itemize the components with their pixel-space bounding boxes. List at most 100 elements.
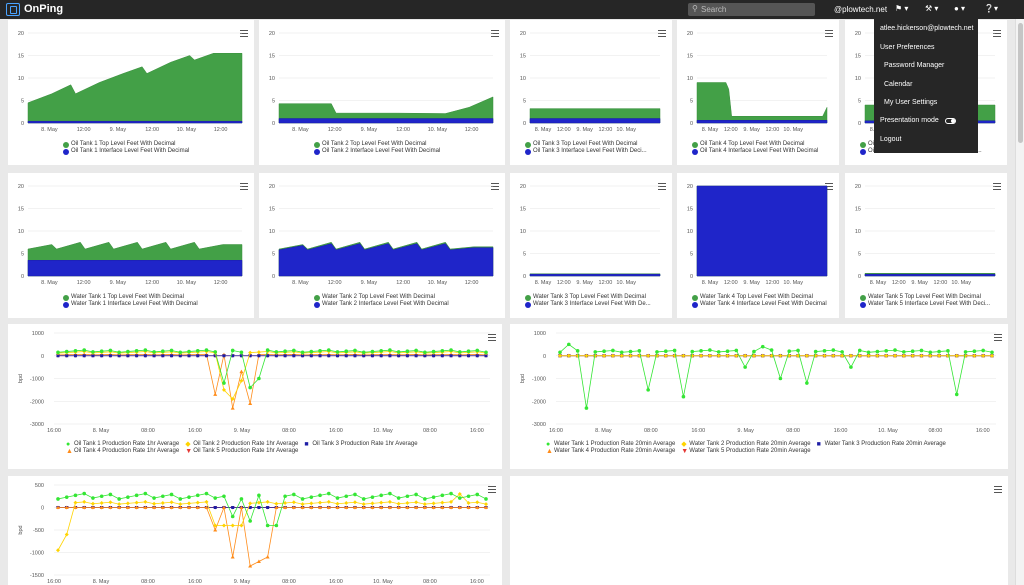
data-point[interactable] bbox=[449, 354, 453, 358]
data-point[interactable] bbox=[760, 344, 765, 349]
data-point[interactable] bbox=[204, 491, 209, 496]
data-point[interactable] bbox=[928, 350, 933, 355]
data-point[interactable] bbox=[213, 392, 218, 396]
data-point[interactable] bbox=[231, 506, 235, 509]
data-point[interactable] bbox=[99, 494, 104, 499]
data-point[interactable] bbox=[475, 348, 480, 353]
data-point[interactable] bbox=[195, 500, 200, 505]
data-point[interactable] bbox=[256, 500, 261, 505]
data-point[interactable] bbox=[239, 369, 244, 374]
data-point[interactable] bbox=[475, 500, 480, 505]
data-point[interactable] bbox=[422, 502, 427, 507]
data-point[interactable] bbox=[274, 354, 278, 358]
data-point[interactable] bbox=[196, 354, 200, 358]
data-point[interactable] bbox=[309, 354, 313, 358]
data-point[interactable] bbox=[396, 505, 401, 510]
data-point[interactable] bbox=[283, 349, 287, 353]
data-point[interactable] bbox=[379, 493, 383, 498]
data-point[interactable] bbox=[143, 505, 148, 510]
series-line[interactable] bbox=[57, 353, 487, 409]
data-point[interactable] bbox=[414, 348, 418, 353]
menu-presentation-mode[interactable]: Presentation mode bbox=[880, 117, 984, 124]
data-point[interactable] bbox=[108, 492, 113, 497]
legend-item[interactable]: Oil Tank 2 Top Level Feet With Decimal bbox=[314, 141, 440, 148]
data-point[interactable] bbox=[64, 495, 69, 499]
data-point[interactable] bbox=[875, 353, 880, 358]
data-point[interactable] bbox=[257, 354, 261, 358]
data-point[interactable] bbox=[300, 497, 305, 501]
data-point[interactable] bbox=[361, 502, 366, 507]
data-point[interactable] bbox=[928, 353, 933, 358]
data-point[interactable] bbox=[646, 353, 651, 358]
data-point[interactable] bbox=[318, 493, 322, 498]
data-point[interactable] bbox=[423, 354, 427, 358]
data-point[interactable] bbox=[134, 505, 139, 510]
data-point[interactable] bbox=[981, 353, 986, 358]
data-point[interactable] bbox=[681, 394, 686, 399]
data-point[interactable] bbox=[353, 354, 357, 358]
data-point[interactable] bbox=[117, 354, 121, 358]
data-point[interactable] bbox=[431, 505, 436, 510]
chart-menu-icon[interactable] bbox=[491, 30, 499, 37]
data-point[interactable] bbox=[725, 349, 730, 353]
data-point[interactable] bbox=[388, 354, 392, 358]
series-line[interactable] bbox=[559, 343, 993, 409]
series-area-top-level[interactable] bbox=[696, 82, 828, 124]
data-point[interactable] bbox=[990, 353, 994, 358]
data-point[interactable] bbox=[822, 349, 827, 353]
data-point[interactable] bbox=[82, 491, 87, 496]
data-point[interactable] bbox=[283, 501, 288, 505]
data-point[interactable] bbox=[954, 353, 959, 358]
data-point[interactable] bbox=[170, 354, 174, 358]
data-point[interactable] bbox=[248, 354, 252, 358]
data-point[interactable] bbox=[222, 381, 226, 385]
data-point[interactable] bbox=[187, 349, 191, 354]
data-point[interactable] bbox=[283, 354, 287, 358]
data-point[interactable] bbox=[566, 353, 571, 358]
data-point[interactable] bbox=[135, 354, 139, 358]
data-point[interactable] bbox=[352, 505, 357, 510]
chart-menu-icon[interactable] bbox=[993, 183, 1001, 190]
data-point[interactable] bbox=[707, 353, 712, 358]
data-point[interactable] bbox=[611, 348, 615, 353]
data-point[interactable] bbox=[169, 505, 174, 510]
series-line[interactable] bbox=[58, 506, 486, 567]
data-point[interactable] bbox=[56, 497, 60, 501]
data-point[interactable] bbox=[769, 348, 774, 352]
data-point[interactable] bbox=[73, 505, 78, 510]
data-point[interactable] bbox=[396, 501, 401, 506]
data-point[interactable] bbox=[646, 388, 650, 392]
data-point[interactable] bbox=[875, 349, 880, 354]
data-point[interactable] bbox=[440, 493, 445, 498]
legend-item[interactable]: Oil Tank 1 Interface Level Feet With Dec… bbox=[63, 148, 189, 155]
chart-menu-icon[interactable] bbox=[658, 183, 666, 190]
data-point[interactable] bbox=[831, 348, 836, 352]
legend-item[interactable]: ▼ Oil Tank 5 Production Rate 1hr Average bbox=[185, 448, 298, 455]
data-point[interactable] bbox=[475, 505, 480, 510]
data-point[interactable] bbox=[230, 348, 235, 353]
legend-item[interactable]: Water Tank 5 Interface Level Feet With D… bbox=[860, 301, 990, 308]
data-point[interactable] bbox=[457, 496, 462, 500]
data-point[interactable] bbox=[663, 353, 668, 358]
data-point[interactable] bbox=[73, 354, 77, 358]
legend-item[interactable]: Oil Tank 4 Interface Level Feet With Dec… bbox=[692, 148, 818, 155]
onping-logo-icon[interactable] bbox=[6, 3, 20, 16]
data-point[interactable] bbox=[161, 494, 165, 499]
data-point[interactable] bbox=[449, 348, 453, 352]
data-point[interactable] bbox=[221, 505, 226, 510]
legend-item[interactable]: Oil Tank 2 Interface Level Feet With Dec… bbox=[314, 148, 440, 155]
legend-item[interactable]: Water Tank 1 Top Level Feet With Decimal bbox=[63, 294, 198, 301]
data-point[interactable] bbox=[326, 505, 331, 510]
series-area-interface-level[interactable] bbox=[529, 118, 661, 124]
data-point[interactable] bbox=[466, 349, 471, 353]
data-point[interactable] bbox=[187, 354, 191, 358]
data-point[interactable] bbox=[449, 499, 454, 504]
data-point[interactable] bbox=[414, 500, 419, 505]
data-point[interactable] bbox=[414, 492, 418, 497]
chart-menu-icon[interactable] bbox=[825, 30, 833, 37]
data-point[interactable] bbox=[458, 354, 462, 358]
data-point[interactable] bbox=[663, 349, 668, 353]
data-point[interactable] bbox=[318, 354, 322, 358]
search-box[interactable]: ⚲ bbox=[688, 3, 815, 16]
data-point[interactable] bbox=[239, 497, 244, 501]
